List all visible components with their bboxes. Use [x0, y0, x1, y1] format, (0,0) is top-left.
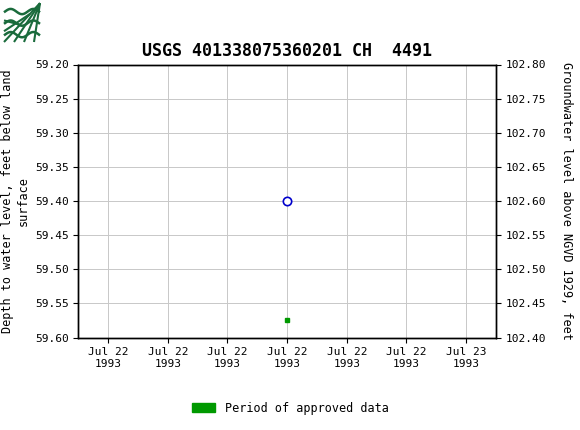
Bar — [4, 3, 40, 42]
Text: USGS: USGS — [46, 12, 114, 33]
Title: USGS 401338075360201 CH  4491: USGS 401338075360201 CH 4491 — [142, 42, 432, 60]
Legend: Period of approved data: Period of approved data — [187, 397, 393, 420]
Y-axis label: Depth to water level, feet below land
surface: Depth to water level, feet below land su… — [1, 69, 29, 333]
Y-axis label: Groundwater level above NGVD 1929, feet: Groundwater level above NGVD 1929, feet — [560, 62, 573, 340]
